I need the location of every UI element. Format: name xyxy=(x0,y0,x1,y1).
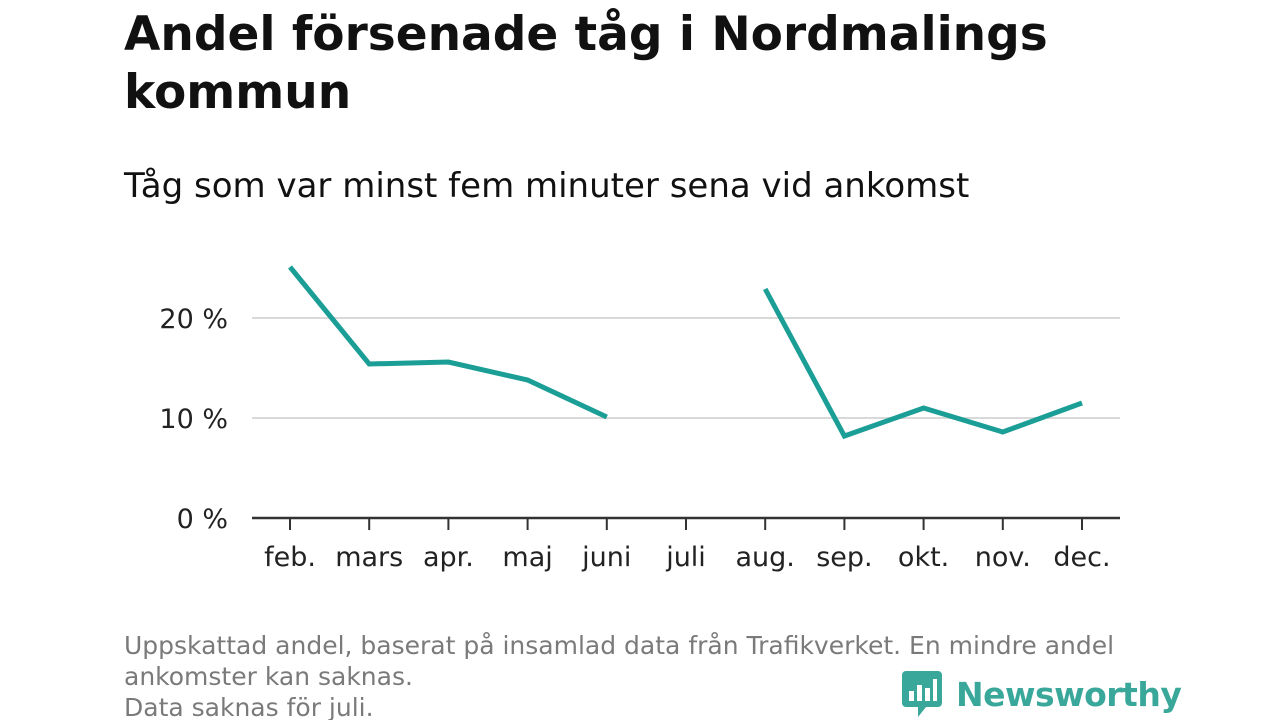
x-tick-label: aug. xyxy=(736,542,795,573)
chart-subtitle: Tåg som var minst fem minuter sena vid a… xyxy=(124,166,970,206)
footnote-line: Uppskattad andel, baserat på insamlad da… xyxy=(124,631,1115,660)
x-tick-label: mars xyxy=(335,542,403,573)
newsworthy-logo: Newsworthy xyxy=(902,670,1182,718)
x-tick-label: juli xyxy=(665,542,706,573)
x-tick-label: nov. xyxy=(975,542,1031,573)
y-axis-labels: 0 % 10 % 20 % xyxy=(159,304,228,535)
x-tick-label: juni xyxy=(581,542,631,573)
x-axis-labels: feb. mars apr. maj juni juli aug. sep. okt. nov. d… xyxy=(264,542,1111,573)
y-tick-label: 20 % xyxy=(159,304,228,335)
x-tick-label: maj xyxy=(502,542,552,573)
series-lines xyxy=(288,265,1083,440)
y-tick-label: 0 % xyxy=(177,504,228,535)
series-line xyxy=(288,265,608,420)
y-tick-label: 10 % xyxy=(159,404,228,435)
footnote: Uppskattad andel, baserat på insamlad da… xyxy=(124,630,1154,720)
line-chart: 0 % 10 % 20 % feb. mars apr. maj juni juli aug. s… xyxy=(159,265,1120,573)
x-tick-label: apr. xyxy=(423,542,474,573)
grid-lines xyxy=(252,317,1120,419)
x-axis xyxy=(252,516,1120,530)
x-tick-label: dec. xyxy=(1053,542,1110,573)
bar-chart-speech-bubble-icon xyxy=(902,671,942,717)
x-tick-label: okt. xyxy=(898,542,949,573)
footnote-line: ankomster kan saknas. xyxy=(124,662,413,691)
footnote-line: Data saknas för juli. xyxy=(124,693,374,720)
series-line xyxy=(762,287,1083,440)
x-tick-label: sep. xyxy=(816,542,872,573)
x-tick-label: feb. xyxy=(264,542,316,573)
chart-title: Andel försenade tåg i Nordmalings kommun xyxy=(124,7,1048,120)
logo-text: Newsworthy xyxy=(956,674,1182,714)
